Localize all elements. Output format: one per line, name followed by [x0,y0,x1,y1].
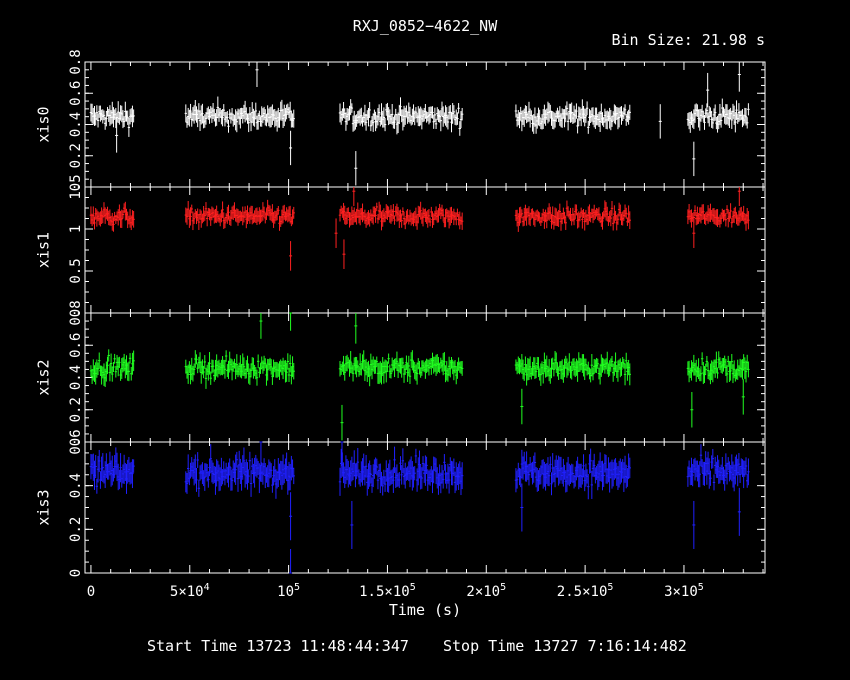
y-tick-label: 0.4 [68,112,84,137]
y-tick-label: 0 [68,438,84,446]
x-tick-label: 1.5×105 [359,582,416,600]
series-xis0 [89,62,750,186]
y-tick-label: 0.4 [68,365,84,390]
x-tick-label: 2×105 [466,582,506,600]
y-axis-label-xis0: xis0 [35,106,53,142]
y-axis-label-xis1: xis1 [35,232,53,268]
y-tick-label: 0.4 [68,473,84,498]
series-xis2 [89,312,750,441]
x-tick-label: 105 [277,582,300,600]
y-tick-label: 0.2 [68,517,84,542]
panel-xis2: 0 0.2 0.4 0.6 0.8 xis2 [35,300,766,446]
x-axis-label: Time (s) [389,601,461,619]
y-tick-label: 0.6 [68,429,84,454]
x-tick-label: 2.5×105 [557,582,614,600]
y-tick-label: 0.8 [68,49,84,74]
x-tick-label: 5×104 [170,582,210,600]
y-tick-label: 0 [68,569,84,577]
y-tick-label: 0 [68,309,84,317]
y-tick-label: 1 [68,225,84,233]
y-tick-label: 0.6 [68,333,84,358]
x-tick-label: 3×105 [664,582,704,600]
panel-xis0: 0 0.2 0.4 0.6 0.8 xis0 [35,49,766,191]
y-axis-label-xis3: xis3 [35,489,53,525]
y-tick-label: 1.5 [68,174,84,199]
bin-size-label: Bin Size: 21.98 s [611,31,765,49]
y-tick-label: 0.2 [68,143,84,168]
y-tick-label: 0.2 [68,397,84,422]
y-tick-label: 0 [68,183,84,191]
y-tick-label: 0.8 [68,300,84,325]
y-tick-label: 0.6 [68,81,84,106]
stop-time-label: Stop Time 13727 7:16:14:482 [443,637,687,655]
y-tick-label: 0.5 [68,258,84,283]
y-axis-label-xis2: xis2 [35,359,53,395]
panel-xis3: 0 0.2 0.4 0.6 xis3 [35,429,766,577]
panel-frame [84,186,766,314]
series-xis3 [89,441,750,574]
panel-xis1: 0 0.5 1 1.5 xis1 [35,174,766,317]
chart-title: RXJ_0852−4622_NW [353,17,498,35]
start-time-label: Start Time 13723 11:48:44:347 [147,637,409,655]
series-xis1 [89,187,750,271]
x-tick-label: 0 [87,584,95,600]
